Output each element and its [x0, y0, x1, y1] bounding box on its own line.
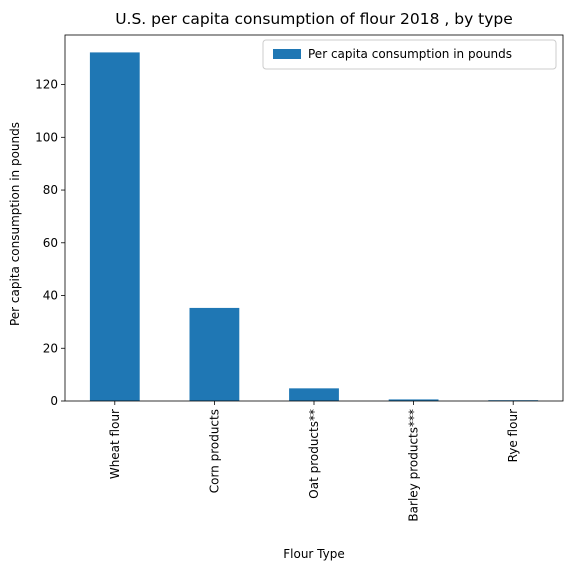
y-tick-label-5: 100 — [35, 130, 58, 144]
x-tick-label-3: Barley products*** — [407, 409, 421, 522]
bar-3 — [388, 399, 439, 401]
legend-swatch — [273, 49, 301, 59]
y-tick-label-0: 0 — [50, 394, 58, 408]
bar-2 — [289, 388, 339, 401]
x-axis-label: Flour Type — [283, 547, 345, 561]
y-tick-label-4: 80 — [43, 183, 58, 197]
y-tick-label-6: 120 — [35, 78, 58, 92]
y-tick-label-2: 40 — [43, 289, 58, 303]
legend: Per capita consumption in pounds — [262, 39, 557, 70]
x-tick-label-0: Wheat flour — [108, 409, 122, 479]
y-axis-label: Per capita consumption in pounds — [8, 122, 22, 326]
y-tick-label-1: 20 — [43, 341, 58, 355]
bar-0 — [89, 52, 140, 402]
bar-1 — [189, 307, 240, 401]
y-tick-label-3: 60 — [43, 236, 58, 250]
x-tick-label-4: Rye flour — [506, 409, 520, 462]
legend-box — [262, 39, 557, 70]
legend-label: Per capita consumption in pounds — [308, 47, 512, 61]
plot-area: 0 20 40 60 80 100 120 Wheat flour Corn products O… — [35, 34, 564, 522]
chart-title: U.S. per capita consumption of flour 201… — [115, 10, 513, 28]
x-tick-label-2: Oat products** — [307, 409, 321, 499]
x-tick-label-1: Corn products — [207, 409, 221, 493]
